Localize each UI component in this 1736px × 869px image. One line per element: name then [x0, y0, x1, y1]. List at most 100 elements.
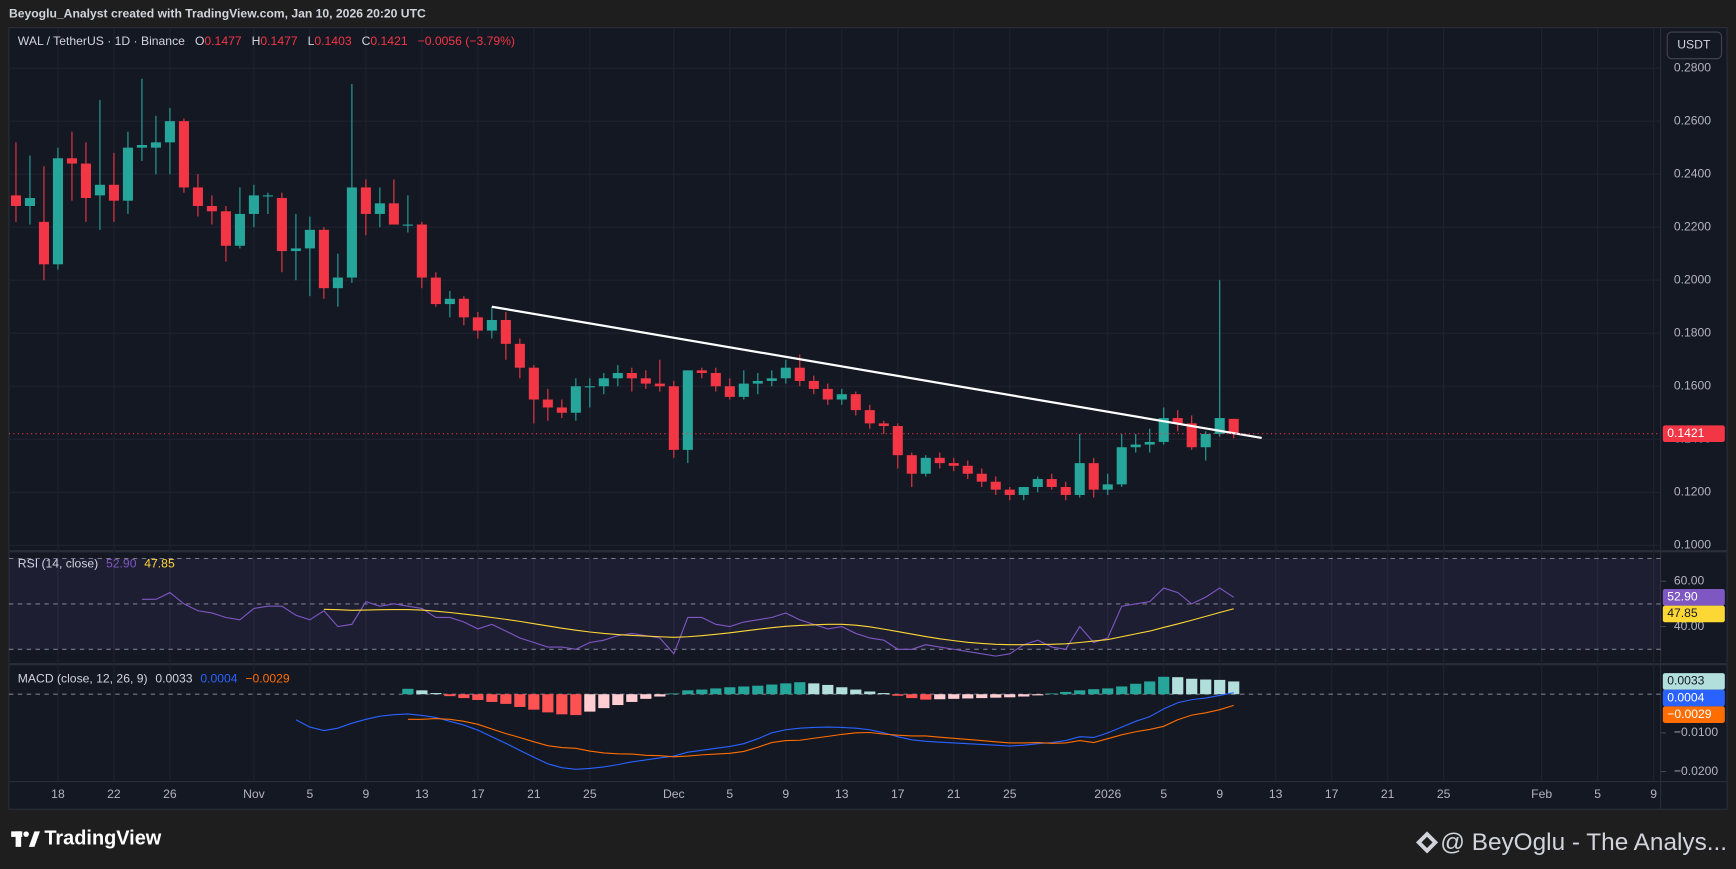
histogram-bar [1046, 693, 1058, 695]
histogram-bar [808, 683, 820, 695]
candle-body [892, 426, 903, 456]
rsi-title: RSI (14, close) [18, 557, 98, 571]
candle-body [290, 248, 301, 252]
candle-body [1088, 463, 1099, 490]
candle-body [682, 370, 693, 450]
candle-body [654, 383, 665, 387]
candle-body [430, 277, 441, 305]
histogram-bar [584, 694, 596, 712]
symbol: WAL / TetherUS · 1D · Binance [18, 34, 185, 48]
y-tick-label: 0.2400 [1674, 166, 1711, 180]
x-tick-label: 13 [415, 787, 429, 801]
ohlc-value: 0.1421 [370, 34, 407, 48]
y-tick-label: −0.0100 [1674, 725, 1719, 739]
ohlc-key: L [308, 34, 315, 48]
histogram-bar [1088, 689, 1100, 695]
candle-body [542, 399, 553, 408]
y-tick-label: 0.2000 [1674, 272, 1711, 286]
ohlc-key: H [252, 34, 261, 48]
candle-body [836, 394, 847, 400]
currency-label[interactable]: USDT [1677, 38, 1711, 52]
histogram-bar [668, 693, 680, 695]
candle-body [164, 121, 175, 143]
legend-symbol: WAL / TetherUS · 1D · Binance O0.1477 H0… [18, 34, 515, 48]
histogram-bar [752, 685, 764, 695]
x-tick-label: Dec [663, 787, 685, 801]
candle-body [458, 298, 469, 318]
axis-value-box [1662, 589, 1725, 606]
x-tick-label: 5 [307, 787, 314, 801]
candle-body [486, 319, 497, 331]
marks [8, 78, 1661, 770]
histogram-bar [1200, 679, 1212, 695]
x-tick-label: 5 [1160, 787, 1167, 801]
currency-button[interactable] [1666, 31, 1723, 60]
x-tick-label: 13 [835, 787, 849, 801]
ohlc-value: 0.1403 [314, 34, 351, 48]
histogram-bar [1018, 694, 1030, 697]
candle-body [38, 221, 49, 265]
candle-body [1060, 486, 1071, 495]
candle-body [500, 319, 511, 344]
rsi-line [323, 608, 1234, 646]
macd-value: 0.0004 [200, 672, 237, 686]
candle-body [276, 198, 287, 252]
histogram-bar [724, 687, 736, 695]
x-tick-label: 9 [1216, 787, 1223, 801]
histogram-bar [458, 694, 470, 699]
rsi-line [141, 587, 1235, 657]
candle-body [1158, 418, 1169, 442]
histogram-bar [710, 688, 722, 695]
histogram-bar [612, 694, 624, 706]
candle-body [878, 423, 889, 427]
histogram-bar [850, 689, 862, 695]
candle-body [1130, 444, 1141, 448]
candle-body [360, 187, 371, 214]
histogram-bar [1032, 694, 1044, 696]
candle-body [80, 163, 91, 199]
candle-body [136, 145, 147, 148]
candle-body [668, 386, 679, 450]
y-tick-label: 40.00 [1674, 619, 1705, 633]
histogram-bar [416, 690, 428, 695]
logo-part [15, 831, 22, 847]
histogram-bar [1158, 676, 1170, 695]
candle-body [318, 229, 329, 289]
candle-body [346, 187, 357, 278]
histogram-bar [1116, 686, 1128, 695]
candle-body [206, 205, 217, 212]
histogram-bar [626, 694, 638, 702]
histogram-bar [1228, 681, 1240, 695]
rsi-value: 52.90 [106, 557, 137, 571]
axis-value-box [1662, 425, 1725, 443]
candle-body [710, 373, 721, 387]
histogram-bar [570, 694, 582, 716]
histogram-bar [696, 689, 708, 695]
histogram-bar [654, 694, 666, 697]
candle-body [1004, 489, 1015, 495]
logo-part [28, 831, 40, 847]
histogram-bar [1144, 681, 1156, 695]
candle-body [794, 367, 805, 381]
histogram-bar [1172, 677, 1184, 695]
candle-body [1200, 433, 1211, 448]
y-tick-label: 60.00 [1674, 573, 1705, 587]
x-tick-label: 5 [1594, 787, 1601, 801]
y-tick-label: 0.1800 [1674, 325, 1711, 339]
axis-value-box [1662, 673, 1725, 690]
histogram-bar [1214, 679, 1226, 695]
histogram-bar [402, 688, 414, 695]
candle-body [598, 378, 609, 387]
candle-body [696, 370, 707, 374]
candle-body [752, 380, 763, 384]
candle-body [990, 481, 1001, 490]
ohlc-value: 0.1477 [260, 34, 297, 48]
histogram-bar [1186, 678, 1198, 695]
watermark: @ BeyOglu - The Analys... [1440, 829, 1727, 856]
histogram-bar [990, 694, 1002, 698]
x-tick-label: Feb [1531, 787, 1552, 801]
axis-value-label: 0.0033 [1667, 674, 1704, 688]
axis-value-label: 52.90 [1667, 590, 1698, 604]
candle-body [906, 455, 917, 474]
histogram-bar [514, 694, 526, 707]
